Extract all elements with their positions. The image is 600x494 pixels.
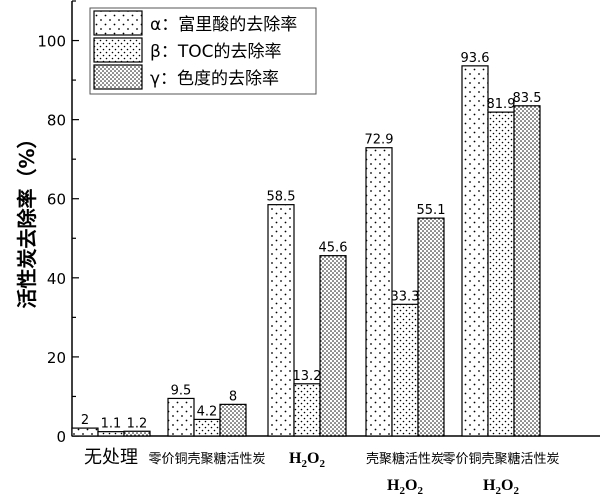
- x-tick-label: 零价铜壳聚糖活性炭: [442, 451, 559, 467]
- y-axis-title: 活性炭去除率（%）: [15, 128, 39, 308]
- legend-swatch: [93, 37, 143, 63]
- legend-swatch: [93, 10, 143, 36]
- bar: [487, 111, 515, 437]
- bar: [193, 418, 221, 437]
- data-label: 2: [81, 413, 89, 428]
- legend-swatch: [93, 64, 143, 90]
- data-label: 72.9: [365, 133, 394, 148]
- bar: [167, 397, 195, 437]
- bar: [267, 204, 295, 437]
- y-tick-label: 80: [47, 112, 66, 130]
- data-label: 81.9: [487, 97, 516, 112]
- data-label: 1.2: [127, 416, 148, 431]
- y-tick-label: 40: [47, 270, 66, 288]
- y-tick-label: 100: [37, 33, 66, 51]
- data-label: 33.3: [391, 289, 420, 304]
- data-label: 8: [229, 389, 237, 404]
- bar: [71, 427, 99, 437]
- x-tick-label: 无处理: [84, 447, 138, 468]
- data-label: 9.5: [171, 383, 192, 398]
- x-tick-label: H2O2: [387, 477, 423, 494]
- data-label: 1.1: [101, 417, 122, 432]
- data-label: 13.2: [293, 369, 322, 384]
- bar: [123, 430, 151, 437]
- bar: [219, 403, 247, 437]
- data-label: 55.1: [417, 203, 446, 218]
- legend-label: γ：色度的去除率: [150, 69, 279, 89]
- x-tick-label: H2O2: [289, 450, 325, 470]
- x-tick-label: 壳聚糖活性炭: [366, 451, 444, 467]
- legend-label: α：富里酸的去除率: [150, 15, 297, 35]
- data-label: 93.6: [461, 51, 490, 66]
- y-tick-label: 20: [47, 349, 66, 367]
- y-tick-label: 0: [56, 428, 66, 446]
- bar: [97, 431, 125, 437]
- data-label: 58.5: [267, 190, 296, 205]
- data-label: 83.5: [513, 91, 542, 106]
- bar: [417, 217, 445, 437]
- bar: [293, 383, 321, 437]
- x-tick-label: H2O2: [483, 477, 519, 494]
- bar: [391, 303, 419, 437]
- legend-label: β：TOC的去除率: [150, 42, 281, 62]
- x-tick-label: 零价铜壳聚糖活性炭: [148, 451, 265, 467]
- y-tick-label: 60: [47, 191, 66, 209]
- bar: [513, 105, 541, 437]
- bar: [461, 65, 489, 437]
- data-label: 45.6: [319, 241, 348, 256]
- bar: [365, 147, 393, 437]
- data-label: 4.2: [197, 404, 218, 419]
- bar: [319, 255, 347, 437]
